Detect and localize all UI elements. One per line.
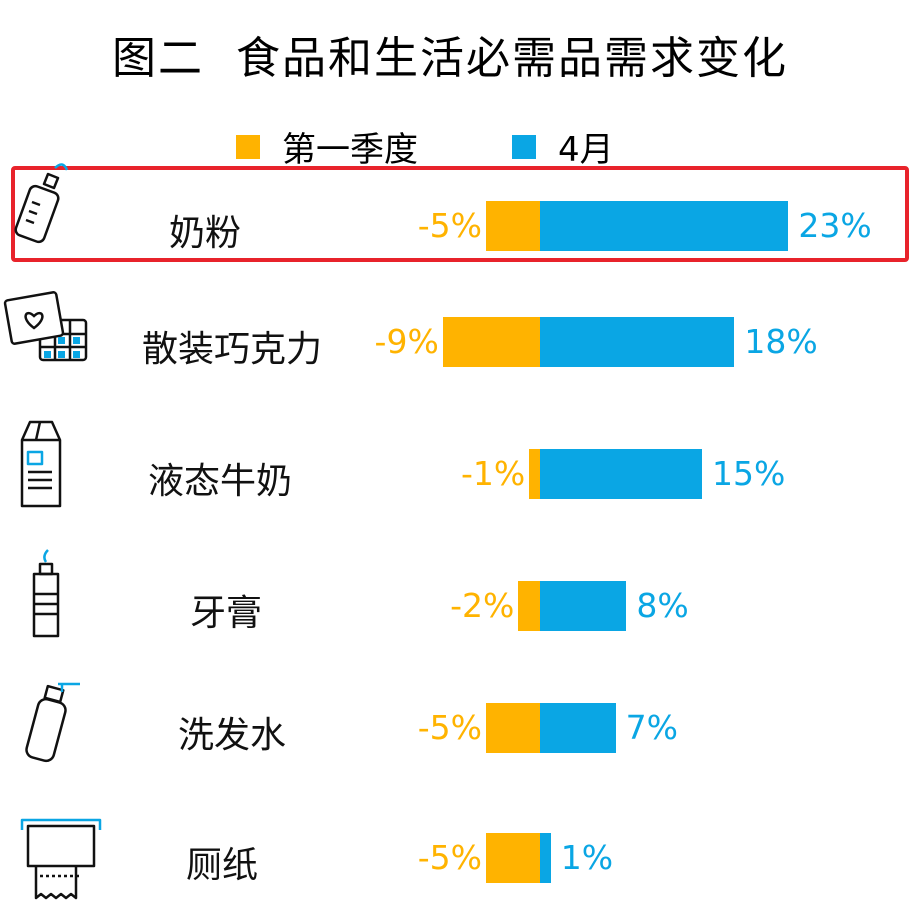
legend-swatch xyxy=(512,134,536,159)
bar-april xyxy=(540,703,616,753)
bar-april xyxy=(540,581,627,631)
milk-carton-icon xyxy=(12,418,72,514)
bar-q1 xyxy=(518,581,540,631)
category-label: 牙膏 xyxy=(189,593,263,634)
bar-q1 xyxy=(486,703,540,753)
bar-april xyxy=(540,449,702,499)
data-label-april: 23% xyxy=(798,206,872,245)
data-label-q1: -5% xyxy=(417,838,482,877)
bar-april xyxy=(540,201,789,251)
data-label-april: 8% xyxy=(636,586,689,625)
data-label-q1: -5% xyxy=(417,206,482,245)
data-label-april: 15% xyxy=(712,454,786,493)
chart-title: 图二 食品和生活必需品需求变化 xyxy=(112,33,788,84)
bar-april xyxy=(540,317,735,367)
legend-item: 第一季度 xyxy=(236,122,418,171)
legend-label: 4月 xyxy=(558,130,614,170)
category-label: 洗发水 xyxy=(177,715,287,756)
data-label-q1: -5% xyxy=(417,708,482,747)
category-label: 厕纸 xyxy=(185,845,259,886)
chocolate-icon xyxy=(2,290,92,374)
bar-q1 xyxy=(486,833,540,883)
bar-april xyxy=(540,833,551,883)
legend-item: 4月 xyxy=(512,122,614,171)
data-label-april: 1% xyxy=(560,838,614,877)
category-label: 液态牛奶 xyxy=(147,461,293,502)
category-label: 散装巧克力 xyxy=(141,329,323,370)
data-label-q1: -1% xyxy=(460,454,526,493)
data-label-q1: -2% xyxy=(450,586,515,625)
data-label-april: 18% xyxy=(744,322,818,361)
legend-label: 第一季度 xyxy=(282,130,418,170)
legend-swatch xyxy=(236,134,260,159)
data-label-april: 7% xyxy=(625,708,678,747)
bar-q1 xyxy=(486,201,540,251)
baby-bottle-icon xyxy=(12,158,82,252)
bar-q1 xyxy=(529,449,540,499)
toothpaste-icon xyxy=(22,548,72,644)
shampoo-bottle-icon xyxy=(18,672,88,768)
highlight-frame xyxy=(11,166,909,262)
data-label-q1: -9% xyxy=(374,322,439,361)
category-label: 奶粉 xyxy=(168,213,242,254)
bar-q1 xyxy=(442,317,540,367)
toilet-paper-icon xyxy=(16,812,106,908)
